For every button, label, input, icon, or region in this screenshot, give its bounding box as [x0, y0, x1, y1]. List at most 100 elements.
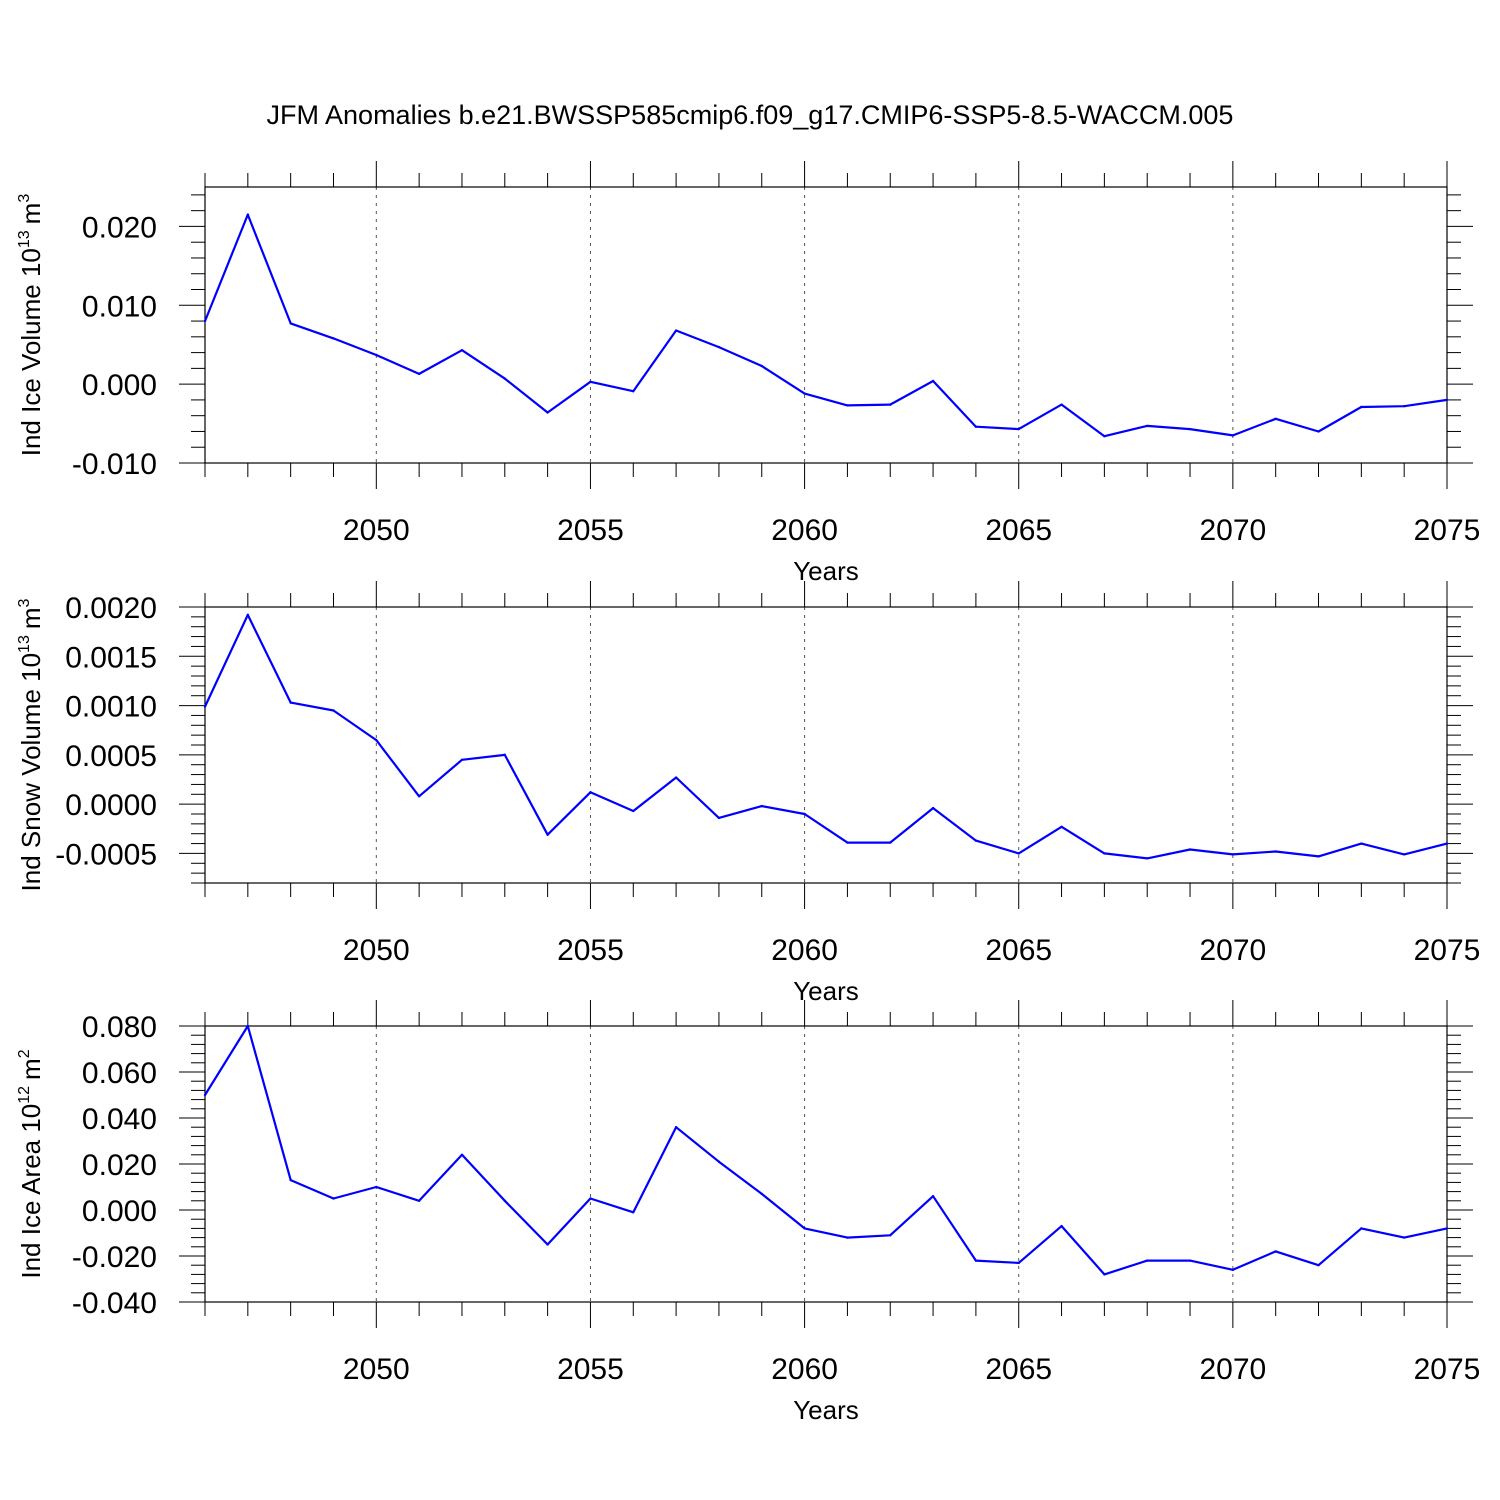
x-tick-label: 2055	[557, 514, 624, 547]
y-tick-label: 0.020	[82, 211, 157, 244]
y-axis-label-exponent: 13	[16, 230, 33, 248]
data-point	[1017, 1261, 1020, 1265]
data-point	[1317, 430, 1320, 433]
y-axis-label: Ind Snow Volume 1013 m3	[16, 598, 46, 891]
x-tick-label: 2070	[1199, 1353, 1266, 1386]
data-point	[674, 1126, 678, 1129]
series-line	[204, 613, 1448, 860]
x-tick-label: 2060	[771, 514, 838, 547]
data-point	[1360, 405, 1363, 409]
data-point	[1360, 1227, 1363, 1230]
data-point	[1103, 852, 1106, 855]
y-tick-label: 0.060	[82, 1057, 157, 1090]
y-tick-label: 0.080	[82, 1011, 157, 1044]
data-point	[1103, 434, 1106, 438]
x-tick-label: 2050	[343, 1353, 410, 1386]
y-axis-label-exponent: 12	[16, 1086, 33, 1104]
data-point	[503, 753, 506, 757]
x-tick-label: 2060	[771, 934, 838, 967]
data-point	[1402, 1236, 1406, 1239]
data-point	[546, 411, 549, 414]
y-tick-label: 0.0005	[65, 740, 157, 773]
data-point	[417, 372, 421, 376]
data-point	[1360, 842, 1363, 845]
data-point	[1188, 1259, 1192, 1262]
x-tick-label: 2065	[985, 514, 1052, 547]
y-axis-label-unit-exponent: 3	[16, 194, 33, 203]
x-tick-label: 2075	[1414, 514, 1481, 547]
data-point	[203, 705, 207, 708]
y-tick-label: -0.040	[72, 1287, 157, 1320]
data-point	[289, 1178, 292, 1182]
data-point	[674, 776, 678, 779]
y-axis-label-exponent: 13	[16, 635, 33, 653]
y-tick-label: -0.020	[72, 1241, 157, 1274]
y-tick-label: 0.000	[82, 1195, 157, 1228]
y-axis-label: Ind Ice Volume 1013 m3	[16, 194, 46, 457]
data-point	[1317, 855, 1320, 858]
y-tick-label: 0.0000	[65, 789, 157, 822]
data-point	[460, 349, 464, 352]
data-point	[889, 1234, 892, 1237]
data-point	[717, 345, 721, 349]
y-axis-label-unit: m	[16, 1058, 46, 1080]
data-point	[931, 1195, 935, 1198]
x-axis-label: Years	[793, 556, 859, 586]
data-point	[503, 1199, 506, 1203]
y-tick-label: 0.0010	[65, 691, 157, 724]
data-point	[1146, 424, 1149, 428]
data-point	[1231, 1268, 1235, 1272]
data-point	[846, 841, 849, 844]
plot-frame	[204, 186, 1448, 464]
data-point	[375, 353, 378, 357]
data-point	[1317, 1264, 1320, 1267]
x-tick-label: 2075	[1414, 1353, 1481, 1386]
data-point	[1017, 852, 1020, 855]
plot-frame	[204, 1025, 1448, 1303]
y-axis-label-text: Ind Snow Volume 10	[16, 653, 46, 892]
data-point	[803, 1227, 806, 1230]
data-point	[460, 1153, 464, 1157]
data-point	[760, 804, 763, 808]
y-axis-label-text: Ind Ice Volume 10	[16, 248, 46, 456]
x-tick-label: 2070	[1199, 514, 1266, 547]
y-tick-label: 0.000	[82, 369, 157, 402]
data-point	[889, 841, 892, 844]
data-point	[1274, 417, 1277, 421]
x-axis-label: Years	[793, 976, 859, 1006]
y-tick-label: 0.0015	[65, 641, 157, 674]
data-point	[632, 1211, 635, 1214]
data-point	[289, 701, 292, 704]
data-point	[931, 379, 935, 383]
data-point	[1445, 398, 1449, 402]
data-point	[1188, 848, 1192, 851]
data-point	[375, 1185, 378, 1189]
y-axis-label-unit-exponent: 2	[16, 1049, 33, 1058]
data-point	[717, 1160, 721, 1163]
data-point	[203, 1093, 207, 1097]
data-point	[546, 833, 549, 836]
y-axis-label-text: Ind Ice Area 10	[16, 1104, 46, 1279]
data-point	[1402, 853, 1406, 856]
data-point	[460, 758, 464, 761]
data-point	[974, 1259, 978, 1262]
data-point	[1188, 427, 1192, 431]
data-point	[846, 404, 849, 407]
data-point	[974, 425, 978, 428]
x-tick-label: 2055	[557, 1353, 624, 1386]
x-tick-label: 2065	[985, 1353, 1052, 1386]
data-point	[1017, 427, 1020, 431]
x-tick-label: 2075	[1414, 934, 1481, 967]
plot-frame	[204, 606, 1448, 884]
x-tick-label: 2050	[343, 514, 410, 547]
panel-3: -0.040 -0.020 0.000 0.020 0.040 0.060 0.080 205…	[16, 1000, 1480, 1425]
data-point	[889, 403, 892, 406]
data-point	[546, 1243, 549, 1246]
data-point	[289, 322, 292, 325]
x-tick-label: 2065	[985, 934, 1052, 967]
y-axis-label-unit: m	[16, 203, 46, 225]
data-point	[417, 1199, 421, 1203]
data-point	[203, 319, 207, 323]
data-point	[1445, 842, 1449, 845]
